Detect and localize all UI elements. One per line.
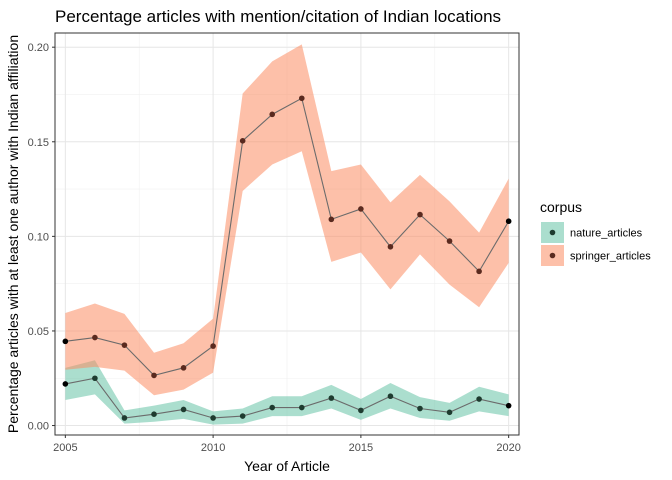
x-tick-label: 2005 (53, 442, 77, 454)
springer_articles-point (298, 95, 305, 102)
springer_articles-legend-marker (549, 252, 556, 259)
nature_articles-point (298, 404, 305, 411)
springer_articles-point (151, 372, 157, 379)
confidence-ribbons (65, 44, 509, 425)
nature_articles-point (121, 415, 128, 421)
y-axis-title: Percentage articles with at least one au… (5, 35, 21, 433)
nature_articles-point (151, 411, 157, 417)
springer_articles-point (121, 342, 128, 348)
nature_articles-point (92, 375, 98, 382)
nature_articles-legend-label: nature_articles (570, 228, 643, 240)
plot-area (54, 32, 520, 436)
nature_articles-point (328, 395, 335, 401)
x-axis-title: Year of Article (244, 458, 330, 474)
springer_articles-point (180, 365, 187, 371)
chart-title: Percentage articles with mention/citatio… (55, 7, 501, 26)
nature_articles-point (239, 413, 246, 419)
nature_articles-point (387, 393, 394, 400)
y-tick-label: 0.00 (28, 421, 49, 433)
springer_articles-point (446, 238, 453, 244)
nature_articles-ribbon (65, 360, 509, 425)
nature_articles-point (417, 405, 423, 412)
springer_articles-point (358, 206, 364, 212)
y-tick-label: 0.15 (28, 137, 49, 149)
nature_articles-point (180, 406, 187, 413)
springer_articles-point (505, 218, 512, 225)
nature_articles-point (476, 396, 482, 402)
nature_articles-point (505, 402, 512, 409)
x-tick-label: 2010 (201, 442, 225, 454)
y-tick-label: 0.05 (28, 326, 49, 338)
springer_articles-point (239, 138, 246, 144)
springer_articles-ribbon (65, 44, 509, 396)
springer_articles-point (387, 243, 394, 250)
nature_articles-point (358, 407, 364, 414)
series-lines (65, 97, 510, 419)
nature_articles-point (269, 404, 276, 411)
springer_articles-point (269, 111, 276, 118)
nature_articles-legend-marker (549, 229, 556, 236)
legend: corpus nature_articles springer_articles (540, 199, 651, 266)
springer_articles-point (417, 211, 423, 218)
axes: 0.00 0.05 0.10 0.15 0.20 2005 2010 2015 2020 (28, 42, 521, 454)
springer_articles-line (65, 97, 510, 377)
legend-title: corpus (540, 199, 582, 215)
nature_articles-point (210, 415, 216, 421)
springer_articles-point (62, 338, 69, 345)
springer_articles-legend-label: springer_articles (570, 251, 651, 263)
nature_articles-line (65, 377, 509, 419)
y-tick-label: 0.20 (28, 42, 49, 54)
springer_articles-point (328, 216, 335, 223)
nature_articles-point (62, 381, 69, 387)
x-tick-label: 2020 (496, 442, 520, 454)
x-tick-label: 2015 (349, 442, 373, 454)
plot-border (54, 32, 520, 436)
springer_articles-point (210, 343, 216, 349)
series-points (62, 95, 512, 421)
springer_articles-point (92, 334, 98, 341)
springer_articles-point (476, 268, 482, 275)
y-tick-label: 0.10 (28, 231, 49, 243)
nature_articles-point (446, 409, 453, 416)
